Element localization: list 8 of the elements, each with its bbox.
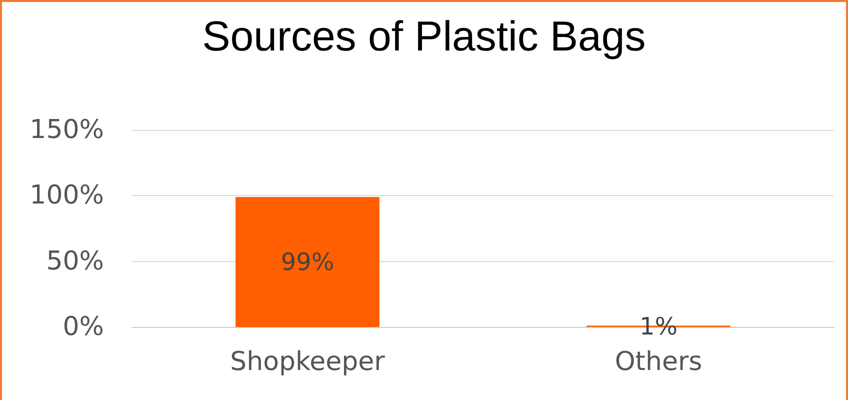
x-tick-label: Others: [614, 347, 702, 377]
y-tick-label: 100%: [30, 180, 104, 211]
chart-title: Sources of Plastic Bags: [202, 12, 646, 60]
y-tick-label: 0%: [62, 312, 104, 342]
y-tick-label: 50%: [46, 246, 104, 276]
data-label: 99%: [280, 248, 334, 276]
x-tick-label: Shopkeeper: [230, 347, 386, 377]
y-tick-label: 150%: [30, 115, 104, 145]
